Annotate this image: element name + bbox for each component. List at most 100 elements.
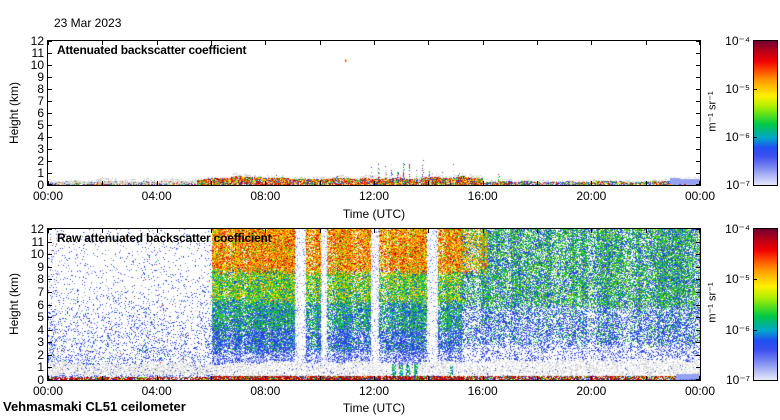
x-tick	[265, 41, 266, 45]
x-tick	[537, 229, 538, 233]
x-tick	[537, 41, 538, 45]
y-tick	[696, 367, 700, 368]
colorbar-tick-label: 10⁻⁶	[725, 130, 750, 144]
colorbar-tick-label: 10⁻⁴	[725, 34, 750, 48]
x-tick	[699, 181, 700, 185]
y-tick-label: 11	[31, 234, 44, 249]
x-tick-label: 08:00	[250, 384, 281, 398]
x-tick-label: 00:00	[684, 384, 716, 398]
y-tick	[48, 77, 52, 78]
y-tick	[696, 173, 700, 174]
x-tick	[699, 229, 700, 233]
y-tick-label: 3	[37, 335, 44, 350]
y-tick-label: 7	[37, 94, 44, 108]
y-tick-label: 6	[37, 297, 44, 312]
y-tick	[696, 101, 700, 102]
y-tick-label: 10	[30, 247, 44, 262]
colorbar-tick	[754, 137, 757, 138]
x-tick	[265, 181, 266, 185]
x-axis-label-time-top: Time (UTC)	[342, 207, 406, 221]
x-tick	[157, 41, 158, 45]
y-tick	[48, 89, 52, 90]
y-tick	[696, 317, 700, 318]
y-tick-label: 5	[37, 118, 44, 132]
x-tick	[646, 229, 647, 233]
y-tick-label: 0	[37, 373, 44, 387]
x-tick	[102, 376, 103, 380]
x-tick	[428, 229, 429, 233]
x-tick	[211, 376, 212, 380]
x-tick	[48, 41, 49, 45]
y-tick	[696, 330, 700, 331]
x-tick	[646, 181, 647, 185]
y-tick	[696, 229, 700, 230]
y-tick	[696, 137, 700, 138]
y-tick	[48, 149, 52, 150]
attenuated-backscatter-plot	[47, 40, 701, 186]
x-tick	[483, 376, 484, 380]
y-tick	[48, 53, 52, 54]
x-tick	[374, 376, 375, 380]
y-tick	[48, 292, 52, 293]
x-tick-label: 00:00	[32, 189, 64, 203]
y-tick-label: 0	[37, 178, 44, 192]
y-tick	[48, 184, 52, 185]
x-tick	[428, 41, 429, 45]
y-tick	[696, 65, 700, 66]
x-tick-label: 08:00	[250, 189, 281, 203]
x-tick	[537, 181, 538, 185]
x-tick	[591, 229, 592, 233]
x-tick	[428, 376, 429, 380]
y-tick	[48, 137, 52, 138]
attenuated-backscatter-heatmap-canvas	[48, 41, 700, 185]
x-tick	[483, 229, 484, 233]
y-tick	[696, 125, 700, 126]
station-label: Vehmasmaki CL51 ceilometer	[3, 399, 186, 414]
y-tick	[48, 342, 52, 343]
x-tick	[265, 376, 266, 380]
x-tick-label: 20:00	[576, 384, 607, 398]
y-tick	[48, 161, 52, 162]
x-tick-label: 12:00	[358, 189, 390, 203]
x-tick	[591, 376, 592, 380]
y-tick	[48, 305, 52, 306]
y-tick-label: 1	[37, 166, 44, 180]
y-tick	[696, 89, 700, 90]
plot-title-attenuated: Attenuated backscatter coefficient	[57, 43, 247, 57]
x-tick	[699, 376, 700, 380]
y-tick	[48, 125, 52, 126]
x-tick	[591, 181, 592, 185]
y-tick	[696, 305, 700, 306]
y-tick	[48, 101, 52, 102]
y-tick	[696, 292, 700, 293]
y-tick	[48, 113, 52, 114]
x-tick	[483, 41, 484, 45]
y-tick-label: 8	[37, 272, 44, 287]
y-tick-label: 12	[30, 34, 44, 48]
x-tick-label: 20:00	[576, 189, 607, 203]
x-tick-label: 00:00	[684, 189, 716, 203]
y-tick	[696, 149, 700, 150]
y-tick	[48, 41, 52, 42]
x-tick	[591, 41, 592, 45]
y-tick-label: 7	[37, 284, 44, 299]
y-tick-label: 3	[37, 142, 44, 156]
colorbar-tick	[754, 89, 757, 90]
y-tick	[48, 330, 52, 331]
y-tick	[696, 379, 700, 380]
x-tick	[157, 229, 158, 233]
y-tick	[696, 77, 700, 78]
y-tick-label: 2	[37, 347, 44, 362]
x-axis-label-time-bottom: Time (UTC)	[342, 401, 406, 415]
x-tick	[320, 376, 321, 380]
x-tick	[699, 41, 700, 45]
x-tick	[320, 41, 321, 45]
x-tick-label: 04:00	[141, 384, 172, 398]
y-tick	[48, 279, 52, 280]
x-tick	[211, 181, 212, 185]
x-tick-label: 16:00	[467, 384, 498, 398]
y-tick	[48, 65, 52, 66]
x-tick	[157, 181, 158, 185]
y-tick	[48, 254, 52, 255]
